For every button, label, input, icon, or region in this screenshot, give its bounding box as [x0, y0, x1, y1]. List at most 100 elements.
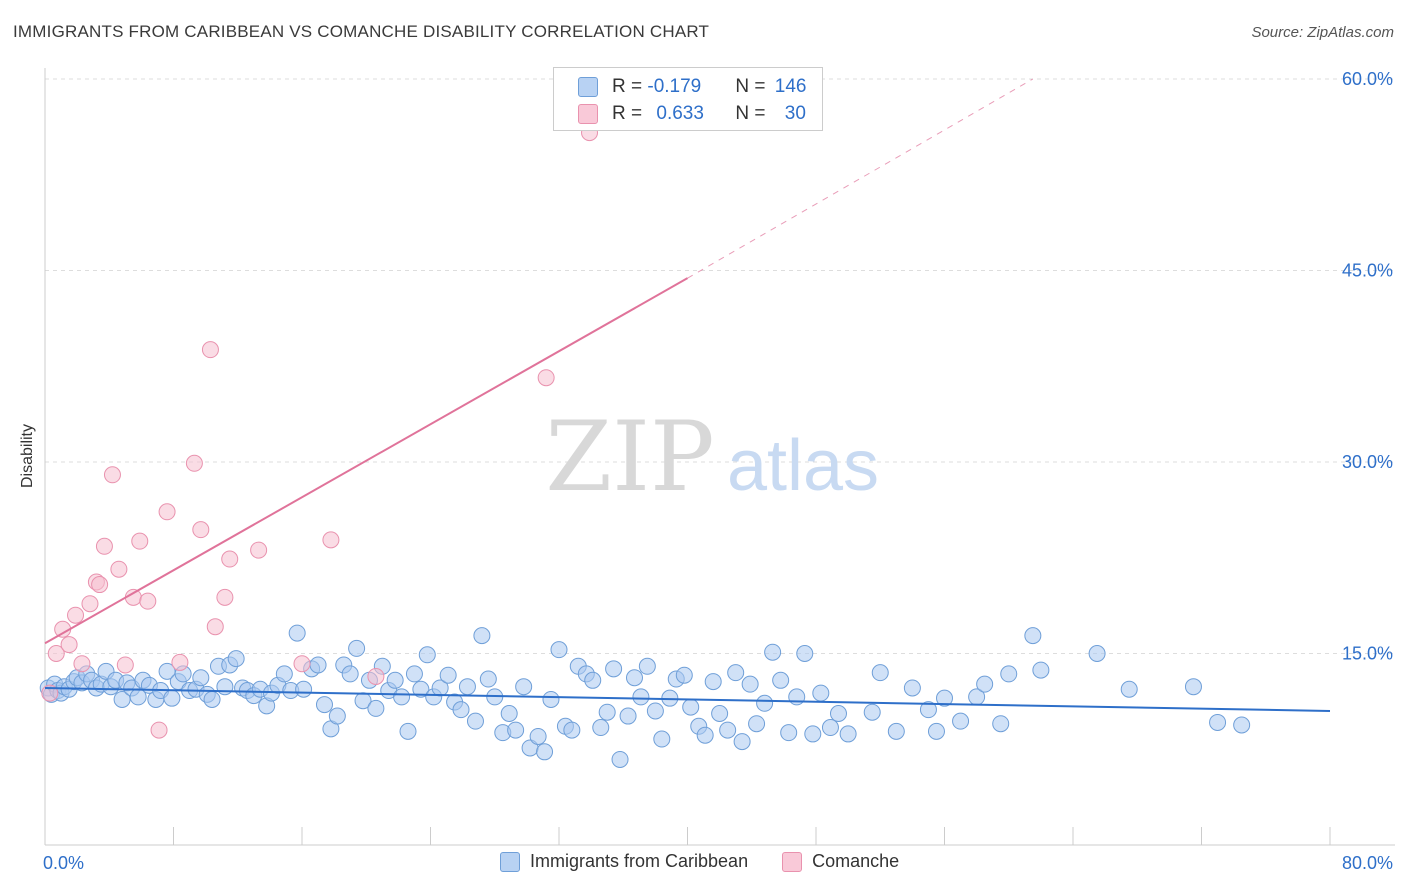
x-tick-label: 80.0%: [1342, 853, 1393, 873]
data-point-comanche: [103, 466, 121, 484]
data-point-caribbean: [796, 645, 814, 662]
data-point-caribbean: [839, 725, 857, 743]
data-point-caribbean: [163, 689, 181, 707]
data-point-caribbean: [772, 671, 790, 689]
data-point-caribbean: [452, 701, 470, 719]
data-point-caribbean: [584, 671, 602, 689]
data-point-caribbean: [719, 721, 737, 739]
axes: [44, 68, 1395, 846]
data-point-comanche: [158, 503, 176, 521]
data-point-caribbean: [711, 705, 729, 723]
bottom-legend-caribbean: Immigrants from Caribbean: [530, 851, 749, 871]
data-point-comanche: [67, 606, 85, 624]
legend-r-label: R =: [612, 76, 648, 97]
data-point-comanche: [367, 667, 385, 685]
data-point-caribbean: [1024, 627, 1042, 645]
data-point-comanche: [139, 592, 157, 610]
data-point-caribbean: [812, 684, 830, 702]
data-point-caribbean: [632, 688, 650, 706]
data-point-caribbean: [227, 650, 245, 668]
data-point-caribbean: [328, 707, 346, 725]
data-point-caribbean: [458, 678, 476, 696]
data-point-caribbean: [473, 627, 491, 645]
data-point-caribbean: [653, 730, 671, 748]
data-point-comanche: [47, 645, 65, 662]
data-point-caribbean: [216, 678, 234, 696]
data-point-comanche: [171, 653, 189, 671]
data-point-caribbean: [863, 703, 881, 721]
data-point-comanche: [221, 550, 239, 568]
data-point-caribbean: [887, 722, 905, 740]
trend-line-comanche: [44, 277, 688, 645]
data-point-caribbean: [386, 671, 404, 689]
source-note: Source: ZipAtlas.com: [1251, 24, 1394, 41]
data-point-caribbean: [295, 680, 313, 698]
gridlines: [45, 78, 1395, 654]
data-point-comanche: [206, 618, 224, 636]
watermark: ZIP atlas: [545, 401, 879, 513]
data-point-caribbean: [619, 707, 637, 725]
data-point-caribbean: [748, 715, 766, 733]
data-point-caribbean: [611, 750, 629, 768]
legend-r-value: -0.179: [647, 76, 702, 97]
data-point-caribbean: [1184, 678, 1202, 696]
data-point-caribbean: [500, 705, 518, 723]
data-point-caribbean: [1000, 665, 1018, 683]
data-point-comanche: [81, 595, 99, 613]
y-tick-label: 45.0%: [1342, 261, 1393, 281]
data-point-caribbean: [871, 664, 889, 682]
series-caribbean-points: [39, 624, 1251, 768]
data-point-caribbean: [466, 712, 484, 730]
legend-n-label: N =: [735, 103, 771, 124]
data-point-caribbean: [1032, 661, 1050, 679]
data-point-caribbean: [804, 725, 822, 743]
data-point-comanche: [60, 636, 78, 654]
bottom-legend-comanche: Comanche: [812, 851, 900, 871]
data-point-caribbean: [936, 689, 953, 707]
trend-line-caribbean: [44, 686, 1331, 712]
data-point-caribbean: [598, 703, 616, 721]
legend-swatch-pink: [578, 104, 598, 124]
data-point-caribbean: [756, 694, 774, 712]
data-point-caribbean: [764, 643, 782, 661]
data-point-caribbean: [829, 705, 847, 723]
data-point-comanche: [131, 532, 149, 550]
data-point-caribbean: [919, 701, 937, 719]
data-point-caribbean: [192, 669, 210, 687]
data-point-caribbean: [675, 666, 693, 684]
watermark-atlas: atlas: [727, 426, 879, 506]
data-point-caribbean: [704, 673, 722, 691]
data-point-caribbean: [952, 712, 970, 730]
data-point-comanche: [95, 537, 113, 555]
data-point-caribbean: [733, 733, 751, 751]
data-point-caribbean: [927, 722, 945, 740]
data-point-caribbean: [275, 665, 293, 683]
data-point-caribbean: [992, 715, 1010, 733]
bottom-legend: Immigrants from Caribbean Comanche: [500, 851, 899, 872]
chart-title: IMMIGRANTS FROM CARIBBEAN VS COMANCHE DI…: [13, 22, 710, 41]
data-point-comanche: [150, 721, 168, 739]
data-point-caribbean: [821, 719, 839, 737]
legend-r-value: 0.633: [656, 103, 704, 124]
bottom-legend-swatch-blue: [500, 851, 520, 872]
data-point-caribbean: [727, 664, 745, 682]
legend-n-value: 30: [784, 103, 806, 124]
legend-row-caribbean: R = -0.179 N = 146: [554, 74, 806, 100]
watermark-zip: ZIP: [545, 401, 714, 513]
legend-n-label: N =: [735, 76, 771, 97]
legend: R = -0.179 N = 146 R = 0.633 N = 30: [553, 67, 823, 131]
data-point-caribbean: [1120, 680, 1138, 698]
data-point-caribbean: [348, 639, 366, 657]
x-tick-label: 0.0%: [43, 853, 84, 873]
data-point-comanche: [116, 656, 134, 674]
tick-labels: 15.0% 30.0% 45.0% 60.0% 0.0% 80.0%: [43, 69, 1393, 873]
data-point-caribbean: [741, 675, 759, 693]
data-point-caribbean: [418, 646, 436, 664]
legend-swatch-blue: [578, 77, 598, 97]
data-point-caribbean: [203, 690, 221, 708]
data-point-comanche: [73, 655, 91, 673]
bottom-legend-swatch-pink: [782, 851, 803, 872]
series-comanche-points: [41, 124, 599, 739]
data-point-caribbean: [529, 727, 547, 745]
